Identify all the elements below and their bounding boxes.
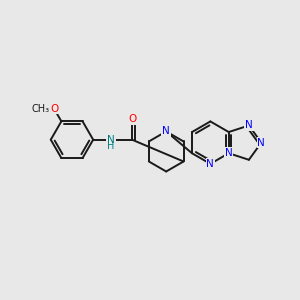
Text: CH₃: CH₃ <box>31 103 49 114</box>
Text: N: N <box>257 138 265 148</box>
Text: N: N <box>107 135 115 145</box>
Text: O: O <box>50 103 58 114</box>
Text: N: N <box>245 121 253 130</box>
Text: H: H <box>106 141 114 151</box>
Text: N: N <box>225 148 232 158</box>
Text: N: N <box>206 159 214 169</box>
Text: N: N <box>162 126 170 136</box>
Text: O: O <box>128 114 136 124</box>
